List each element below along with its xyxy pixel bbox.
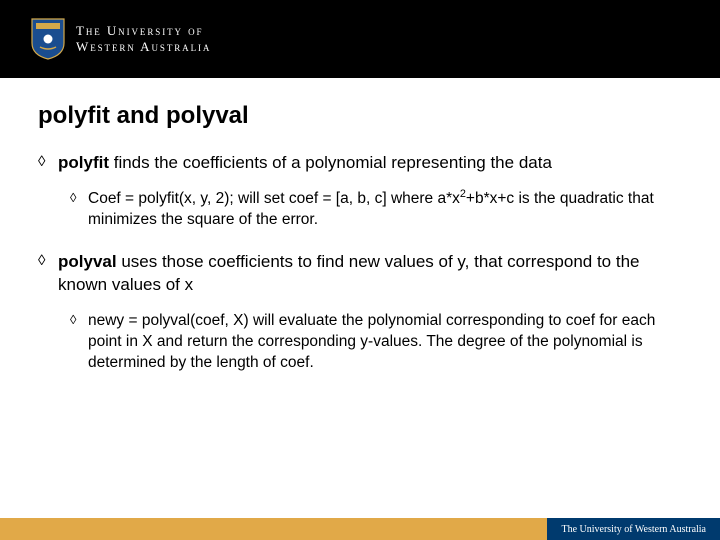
bullet-marker: ◊ [38, 152, 58, 175]
bullet-text: polyfit finds the coefficients of a poly… [58, 152, 682, 175]
bold-lead: polyfit [58, 153, 109, 172]
bullet-polyval: ◊ polyval uses those coefficients to fin… [38, 251, 682, 297]
bullet-marker: ◊ [70, 311, 88, 374]
bullet-rest: finds the coefficients of a polynomial r… [109, 153, 552, 172]
bullet-polyval-example: ◊ newy = polyval(coef, X) will evaluate … [70, 311, 682, 374]
bullet-text: newy = polyval(coef, X) will evaluate th… [88, 311, 682, 374]
slide-content: polyfit and polyval ◊ polyfit finds the … [0, 78, 720, 540]
header-bar: The University of Western Australia [0, 0, 720, 78]
bullet-polyfit: ◊ polyfit finds the coefficients of a po… [38, 152, 682, 175]
slide: The University of Western Australia poly… [0, 0, 720, 540]
bullet-rest: uses those coefficients to find new valu… [58, 252, 640, 294]
bullet-polyfit-example: ◊ Coef = polyfit(x, y, 2); will set coef… [70, 189, 682, 231]
university-name-line2: Western Australia [76, 39, 211, 55]
footer-accent-stripe [0, 518, 547, 540]
university-name-line1: The University of [76, 23, 211, 39]
slide-title: polyfit and polyval [38, 102, 682, 130]
bold-lead: polyval [58, 252, 117, 271]
bullet-text: Coef = polyfit(x, y, 2); will set coef =… [88, 189, 682, 231]
bullet-marker: ◊ [38, 251, 58, 297]
bullet-text: polyval uses those coefficients to find … [58, 251, 682, 297]
university-crest-icon [30, 17, 66, 61]
university-name: The University of Western Australia [76, 23, 211, 54]
footer-bar: The University of Western Australia [0, 518, 720, 540]
bullet-marker: ◊ [70, 189, 88, 231]
text-pre: Coef = polyfit(x, y, 2); will set coef =… [88, 190, 460, 207]
footer-label: The University of Western Australia [547, 518, 720, 540]
